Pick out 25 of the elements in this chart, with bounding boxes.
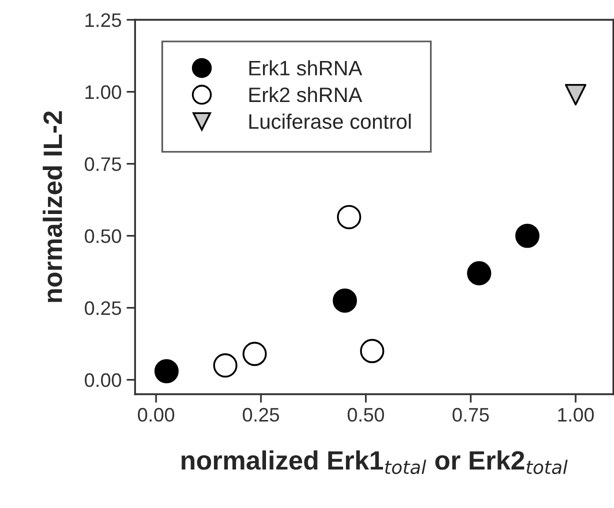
y-tick-label: 0.50 [84,229,122,244]
legend-label: Erk2 shRNA [249,86,362,102]
x-axis-title: normalized Erk1$_{total}$ or Erk2$_{total}$ [182,450,568,474]
y-tick-label: 0.00 [84,373,122,388]
point [332,288,357,313]
x-tick-label: 0.50 [348,408,384,422]
y-tick-label: 1.00 [86,85,122,100]
y-tick-label: 0.75 [84,157,122,172]
point [360,338,384,364]
point [242,342,267,366]
y-axis-title: normalized IL-2 [42,111,62,302]
point [213,353,238,378]
x-tick-label: 0.75 [452,408,489,422]
y-tick-label: 1.25 [86,13,122,28]
point [154,359,179,384]
legend-label: Erk1 shRNA [249,60,362,76]
x-tick-label: 1.00 [558,408,594,422]
point [467,261,492,286]
point [515,224,540,248]
legend-label: Luciferase control [249,114,411,129]
x-tick-label: 0.00 [138,408,174,422]
x-tick-label: 0.25 [242,408,280,422]
point [336,204,362,230]
y-tick-label: 0.25 [84,301,122,316]
point [564,84,586,106]
